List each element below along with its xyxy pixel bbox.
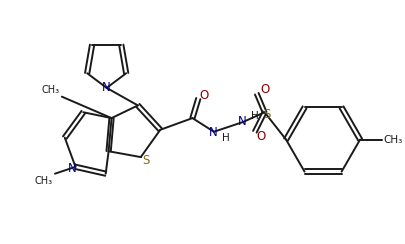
Text: H: H xyxy=(221,132,229,142)
Text: H: H xyxy=(250,111,258,121)
Text: O: O xyxy=(259,83,269,96)
Text: N: N xyxy=(237,114,246,128)
Text: O: O xyxy=(256,130,264,143)
Text: CH₃: CH₃ xyxy=(383,134,402,144)
Text: N: N xyxy=(68,162,77,175)
Text: N: N xyxy=(102,81,111,94)
Text: O: O xyxy=(199,89,208,102)
Text: CH₃: CH₃ xyxy=(35,176,53,186)
Text: CH₃: CH₃ xyxy=(42,85,60,95)
Text: S: S xyxy=(142,153,149,166)
Text: N: N xyxy=(208,126,217,139)
Text: S: S xyxy=(262,108,270,121)
